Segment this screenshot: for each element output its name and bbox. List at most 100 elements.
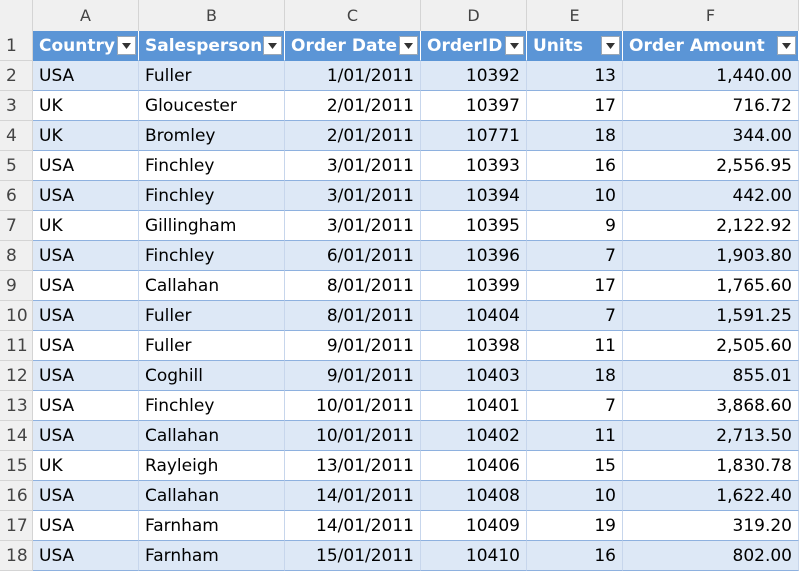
cell-units[interactable]: 10 — [527, 181, 623, 211]
cell-units[interactable]: 7 — [527, 241, 623, 271]
row-header[interactable]: 18 — [0, 541, 32, 571]
cell-units[interactable]: 17 — [527, 271, 623, 301]
cell-country[interactable]: USA — [33, 361, 139, 391]
column-header-c[interactable]: C — [285, 0, 421, 31]
row-header[interactable]: 3 — [0, 91, 32, 121]
column-header-f[interactable]: F — [623, 0, 799, 31]
cell-order-amount[interactable]: 1,440.00 — [623, 61, 799, 91]
cell-units[interactable]: 16 — [527, 151, 623, 181]
cell-country[interactable]: USA — [33, 481, 139, 511]
cell-order-amount[interactable]: 2,713.50 — [623, 421, 799, 451]
cell-country[interactable]: USA — [33, 331, 139, 361]
cell-country[interactable]: USA — [33, 241, 139, 271]
cell-order-date[interactable]: 1/01/2011 — [285, 61, 421, 91]
cell-order-date[interactable]: 2/01/2011 — [285, 121, 421, 151]
column-header-b[interactable]: B — [139, 0, 285, 31]
cell-orderid[interactable]: 10401 — [421, 391, 527, 421]
row-header[interactable]: 10 — [0, 301, 32, 331]
row-header[interactable]: 9 — [0, 271, 32, 301]
cell-units[interactable]: 7 — [527, 301, 623, 331]
row-header[interactable]: 7 — [0, 211, 32, 241]
header-cell-orderid[interactable]: OrderID — [421, 31, 527, 61]
cell-order-amount[interactable]: 2,122.92 — [623, 211, 799, 241]
header-cell-country[interactable]: Country — [33, 31, 139, 61]
column-header-d[interactable]: D — [421, 0, 527, 31]
row-header[interactable]: 6 — [0, 181, 32, 211]
row-header[interactable]: 16 — [0, 481, 32, 511]
cell-order-date[interactable]: 9/01/2011 — [285, 361, 421, 391]
cell-orderid[interactable]: 10392 — [421, 61, 527, 91]
cell-order-date[interactable]: 13/01/2011 — [285, 451, 421, 481]
cell-order-date[interactable]: 3/01/2011 — [285, 181, 421, 211]
cell-units[interactable]: 7 — [527, 391, 623, 421]
cell-order-date[interactable]: 10/01/2011 — [285, 421, 421, 451]
cell-units[interactable]: 10 — [527, 481, 623, 511]
filter-dropdown-icon[interactable] — [117, 36, 136, 55]
row-header[interactable]: 15 — [0, 451, 32, 481]
cell-country[interactable]: USA — [33, 301, 139, 331]
cell-units[interactable]: 17 — [527, 91, 623, 121]
cell-country[interactable]: USA — [33, 541, 139, 571]
cell-order-amount[interactable]: 802.00 — [623, 541, 799, 571]
cell-salesperson[interactable]: Callahan — [139, 271, 285, 301]
cell-country[interactable]: USA — [33, 271, 139, 301]
cell-salesperson[interactable]: Farnham — [139, 511, 285, 541]
cell-salesperson[interactable]: Fuller — [139, 61, 285, 91]
row-header[interactable]: 8 — [0, 241, 32, 271]
filter-dropdown-icon[interactable] — [399, 36, 418, 55]
cell-order-amount[interactable]: 2,556.95 — [623, 151, 799, 181]
column-header-e[interactable]: E — [527, 0, 623, 31]
cell-orderid[interactable]: 10410 — [421, 541, 527, 571]
cell-orderid[interactable]: 10394 — [421, 181, 527, 211]
row-header[interactable]: 11 — [0, 331, 32, 361]
cell-salesperson[interactable]: Farnham — [139, 541, 285, 571]
cell-orderid[interactable]: 10406 — [421, 451, 527, 481]
cell-order-amount[interactable]: 1,591.25 — [623, 301, 799, 331]
cell-order-amount[interactable]: 1,622.40 — [623, 481, 799, 511]
cell-units[interactable]: 15 — [527, 451, 623, 481]
row-header[interactable]: 2 — [0, 61, 32, 91]
cell-salesperson[interactable]: Finchley — [139, 151, 285, 181]
cell-order-date[interactable]: 14/01/2011 — [285, 481, 421, 511]
cell-order-amount[interactable]: 2,505.60 — [623, 331, 799, 361]
cell-units[interactable]: 18 — [527, 361, 623, 391]
cell-order-date[interactable]: 10/01/2011 — [285, 391, 421, 421]
cell-orderid[interactable]: 10408 — [421, 481, 527, 511]
cell-salesperson[interactable]: Bromley — [139, 121, 285, 151]
filter-dropdown-icon[interactable] — [601, 36, 620, 55]
cell-order-date[interactable]: 14/01/2011 — [285, 511, 421, 541]
cell-salesperson[interactable]: Gloucester — [139, 91, 285, 121]
cell-salesperson[interactable]: Coghill — [139, 361, 285, 391]
cell-orderid[interactable]: 10398 — [421, 331, 527, 361]
cell-order-date[interactable]: 3/01/2011 — [285, 151, 421, 181]
filter-dropdown-icon[interactable] — [263, 36, 282, 55]
cell-country[interactable]: UK — [33, 91, 139, 121]
cell-country[interactable]: USA — [33, 151, 139, 181]
row-header[interactable]: 4 — [0, 121, 32, 151]
cell-order-date[interactable]: 8/01/2011 — [285, 301, 421, 331]
cell-orderid[interactable]: 10404 — [421, 301, 527, 331]
cell-orderid[interactable]: 10402 — [421, 421, 527, 451]
cell-salesperson[interactable]: Callahan — [139, 421, 285, 451]
cell-units[interactable]: 18 — [527, 121, 623, 151]
cell-country[interactable]: UK — [33, 121, 139, 151]
row-header[interactable]: 1 — [0, 31, 32, 61]
cell-order-date[interactable]: 9/01/2011 — [285, 331, 421, 361]
select-all-corner[interactable] — [0, 0, 33, 31]
cell-country[interactable]: USA — [33, 511, 139, 541]
cell-country[interactable]: USA — [33, 61, 139, 91]
cell-order-amount[interactable]: 3,868.60 — [623, 391, 799, 421]
column-header-a[interactable]: A — [33, 0, 139, 31]
cell-country[interactable]: UK — [33, 211, 139, 241]
header-cell-salesperson[interactable]: Salesperson — [139, 31, 285, 61]
cell-order-amount[interactable]: 1,830.78 — [623, 451, 799, 481]
cell-orderid[interactable]: 10393 — [421, 151, 527, 181]
cell-salesperson[interactable]: Finchley — [139, 181, 285, 211]
cell-country[interactable]: USA — [33, 181, 139, 211]
cell-salesperson[interactable]: Gillingham — [139, 211, 285, 241]
row-header[interactable]: 13 — [0, 391, 32, 421]
cell-order-amount[interactable]: 1,903.80 — [623, 241, 799, 271]
cell-orderid[interactable]: 10403 — [421, 361, 527, 391]
cell-salesperson[interactable]: Finchley — [139, 241, 285, 271]
cell-orderid[interactable]: 10399 — [421, 271, 527, 301]
